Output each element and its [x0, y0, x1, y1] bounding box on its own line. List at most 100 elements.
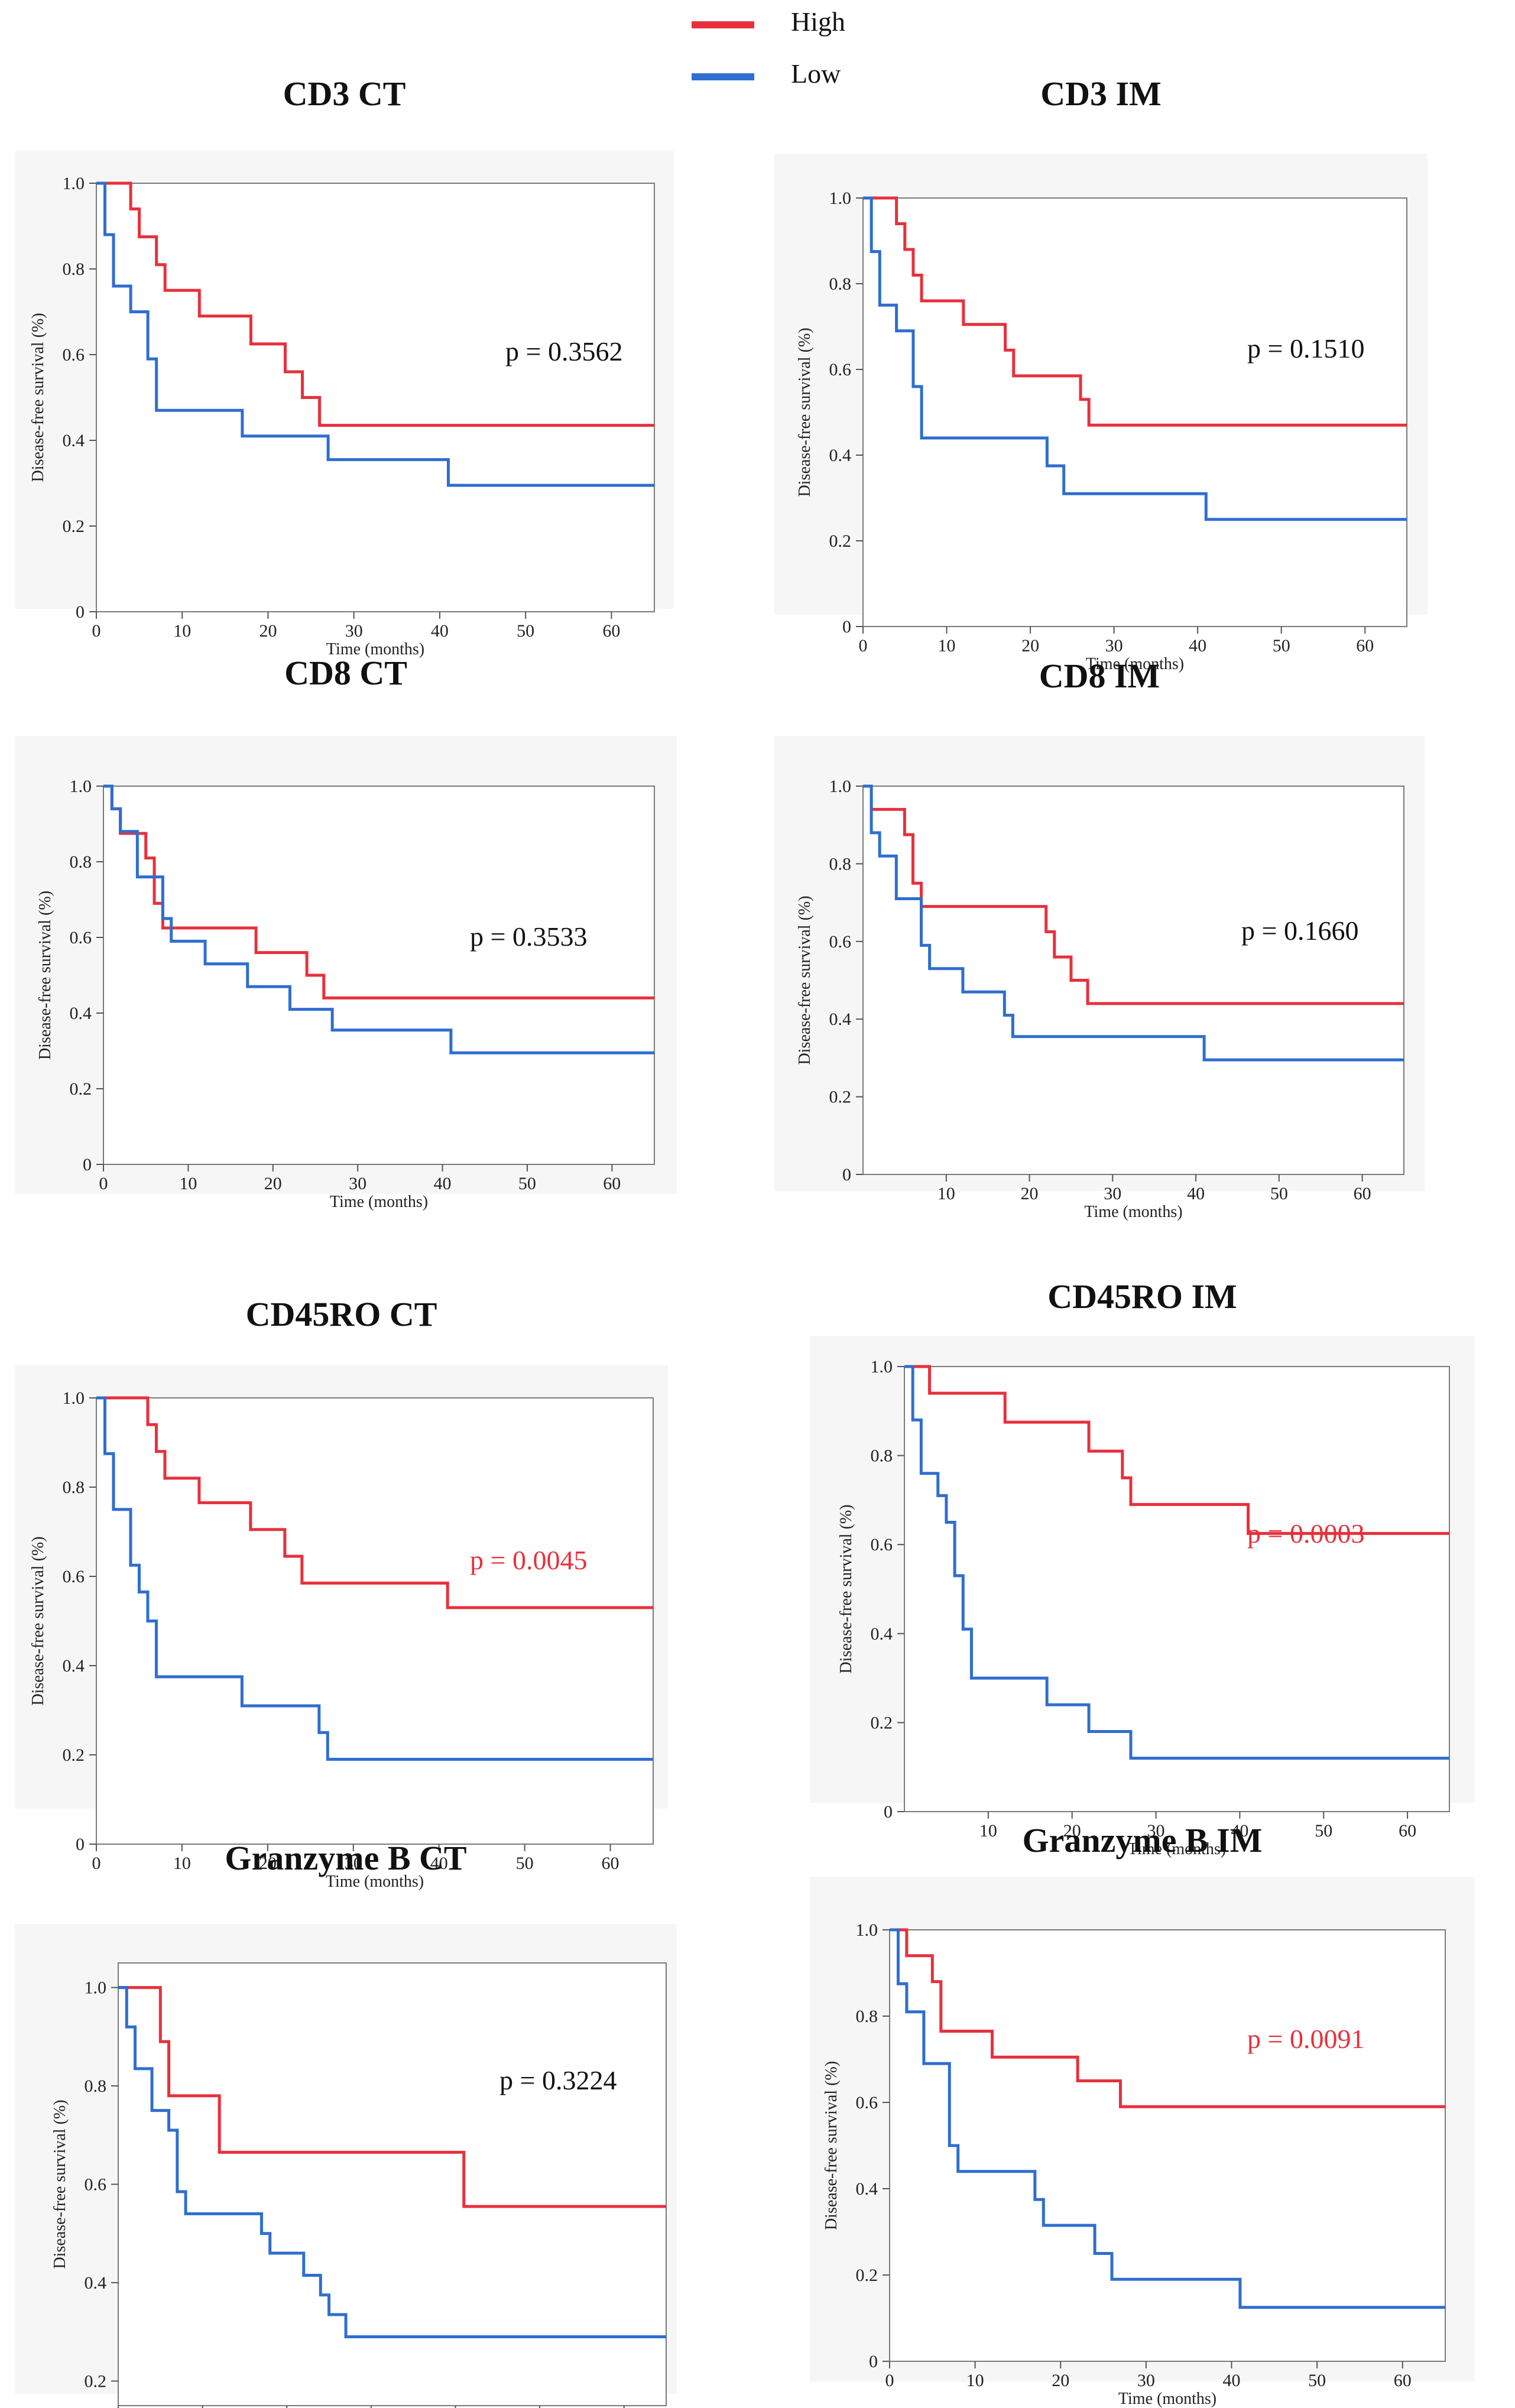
legend-label-low: Low — [791, 59, 841, 89]
y-tick-label: 0 — [76, 602, 85, 622]
y-tick-label: 0.6 — [63, 345, 85, 365]
y-tick-label: 0.4 — [70, 1004, 92, 1023]
x-tick-label: 60 — [1394, 2371, 1412, 2390]
y-tick-label: 0 — [884, 1802, 893, 1822]
y-tick-label: 1.0 — [829, 777, 852, 796]
x-tick-label: 20 — [1021, 636, 1039, 655]
x-axis-label: Time (months) — [330, 1193, 428, 1211]
y-axis-label: Disease-free survival (%) — [29, 313, 47, 482]
y-tick-label: 0.2 — [70, 1079, 92, 1099]
y-tick-label: 0.2 — [871, 1713, 893, 1732]
x-tick-label: 30 — [1105, 636, 1123, 655]
plot-area — [889, 1929, 1446, 2362]
y-tick-label: 0.4 — [871, 1624, 893, 1644]
x-axis-label: Time (months) — [326, 640, 424, 658]
chart-panel-cd8-im: CD8 IM 0 0.2 0.4 0.6 0.8 1.0 10 20 30 40 50 60 Time (… — [774, 647, 1507, 1221]
x-tick-label: 50 — [1273, 636, 1290, 655]
x-tick-label: 20 — [1063, 1821, 1081, 1841]
y-tick-label: 0 — [842, 617, 851, 637]
x-tick-label: 30 — [1147, 1821, 1165, 1841]
chart-legend: High Low — [692, 0, 869, 100]
plot-area — [118, 1962, 667, 2406]
y-tick-label: 0.6 — [829, 360, 852, 379]
x-tick-label: 20 — [1052, 2371, 1069, 2390]
y-tick-label: 0.8 — [63, 259, 85, 279]
x-tick-label: 10 — [937, 1184, 955, 1203]
x-tick-label: 0 — [859, 636, 868, 655]
chart-panel-granzyme-b-ct: Granzyme B CT 0.2 0.4 0.6 0.8 1.0 0 10 20 30 40 50 6… — [15, 1838, 677, 2408]
plot-area — [103, 786, 655, 1165]
series-line-high — [863, 784, 1404, 1005]
x-tick-label: 10 — [979, 1821, 997, 1841]
x-tick-label: 10 — [938, 636, 956, 655]
y-tick-label: 0.4 — [85, 2273, 107, 2293]
y-tick-label: 0.8 — [871, 1446, 893, 1466]
chart-title: CD45RO IM — [1047, 1277, 1237, 1316]
y-tick-label: 1.0 — [85, 1978, 107, 1998]
chart-frame: 0 0.2 0.4 0.6 0.8 1.0 0 10 20 30 40 50 60 Time (month… — [810, 1877, 1475, 2408]
y-axis-label: Disease-free survival (%) — [837, 1504, 855, 1673]
y-tick-label: 0 — [76, 1835, 85, 1854]
x-tick-label: 30 — [345, 621, 363, 641]
series-line-low — [96, 181, 654, 487]
y-tick-label: 0.2 — [85, 2371, 107, 2391]
survival-plot: 0 0.2 0.4 0.6 0.8 1.0 0 10 20 30 40 50 60 Time (month… — [796, 189, 1407, 673]
y-axis-label: Disease-free survival (%) — [51, 2099, 69, 2269]
x-tick-label: 30 — [1104, 1184, 1121, 1203]
survival-plot: 0 0.2 0.4 0.6 0.8 1.0 10 20 30 40 50 60 Time (months… — [796, 777, 1404, 1221]
survival-plot: 0 0.2 0.4 0.6 0.8 1.0 10 20 30 40 50 60 Time (months… — [837, 1357, 1450, 1858]
y-tick-label: 0 — [842, 1165, 851, 1184]
x-tick-label: 40 — [1222, 2371, 1240, 2390]
chart-title: CD45RO CT — [245, 1295, 437, 1333]
y-axis-label: Disease-free survival (%) — [29, 1536, 47, 1705]
x-tick-label: 50 — [1315, 1821, 1332, 1841]
y-tick-label: 0.2 — [829, 531, 852, 551]
series-line-high — [863, 196, 1407, 427]
y-tick-label: 0.4 — [63, 1656, 85, 1676]
y-tick-label: 0.6 — [85, 2175, 107, 2195]
chart-frame: 0 0.2 0.4 0.6 0.8 1.0 10 20 30 40 50 60 Time (months… — [774, 736, 1425, 1221]
y-tick-label: 0.8 — [85, 2076, 107, 2096]
y-tick-label: 0.2 — [829, 1088, 852, 1107]
chart-frame: 0 0.2 0.4 0.6 0.8 1.0 0 10 20 30 40 50 60 Time (month… — [15, 736, 677, 1211]
y-tick-label: 0.4 — [856, 2179, 878, 2199]
y-tick-label: 0.4 — [829, 446, 852, 465]
x-tick-label: 50 — [518, 1174, 536, 1193]
y-tick-label: 0.8 — [63, 1478, 85, 1497]
legend-swatch-low — [692, 73, 754, 80]
x-axis-label: Time (months) — [1118, 2390, 1216, 2408]
x-tick-label: 60 — [1356, 636, 1374, 655]
series-line-low — [904, 1365, 1449, 1760]
series-line-low — [890, 1928, 1445, 2309]
y-tick-label: 0 — [869, 2352, 878, 2371]
series-line-low — [103, 784, 654, 1054]
p-value-annotation: p = 0.3224 — [499, 2065, 617, 2095]
y-tick-label: 0.6 — [70, 928, 92, 947]
y-tick-label: 1.0 — [63, 174, 85, 193]
y-tick-label: 0.4 — [829, 1010, 852, 1029]
y-tick-label: 0.8 — [70, 852, 92, 872]
x-tick-label: 10 — [173, 1854, 191, 1873]
y-tick-label: 0.4 — [63, 431, 85, 450]
p-value-annotation: p = 0.0045 — [470, 1545, 587, 1575]
x-tick-label: 60 — [602, 621, 620, 641]
x-tick-label: 10 — [179, 1174, 197, 1193]
plot-area — [862, 197, 1407, 627]
y-tick-label: 1.0 — [70, 777, 92, 796]
p-value-annotation: p = 0.3533 — [470, 921, 587, 952]
plot-area — [96, 183, 655, 612]
chart-panel-cd8-ct: CD8 CT 0 0.2 0.4 0.6 0.8 1.0 0 10 20 30 40 50 60 Time … — [15, 653, 677, 1211]
chart-panel-cd3-ct: CD3 CT 0 0.2 0.4 0.6 0.8 1.0 0 10 20 30 40 50 60 Time … — [15, 71, 674, 658]
chart-title: CD8 IM — [1039, 657, 1160, 695]
y-axis-label: Disease-free survival (%) — [36, 891, 54, 1060]
series-line-high — [904, 1365, 1449, 1535]
y-tick-label: 0.2 — [63, 517, 85, 536]
x-axis-label: Time (months) — [326, 1872, 424, 1891]
x-tick-label: 30 — [1137, 2371, 1155, 2390]
chart-panel-cd3-im: CD3 IM 0 0.2 0.4 0.6 0.8 1.0 0 10 20 30 40 50 60 Time … — [774, 65, 1507, 673]
y-tick-label: 1.0 — [871, 1357, 893, 1377]
y-tick-label: 0 — [83, 1155, 92, 1174]
x-tick-label: 10 — [966, 2371, 984, 2390]
x-axis-label: Time (months) — [1086, 655, 1184, 673]
